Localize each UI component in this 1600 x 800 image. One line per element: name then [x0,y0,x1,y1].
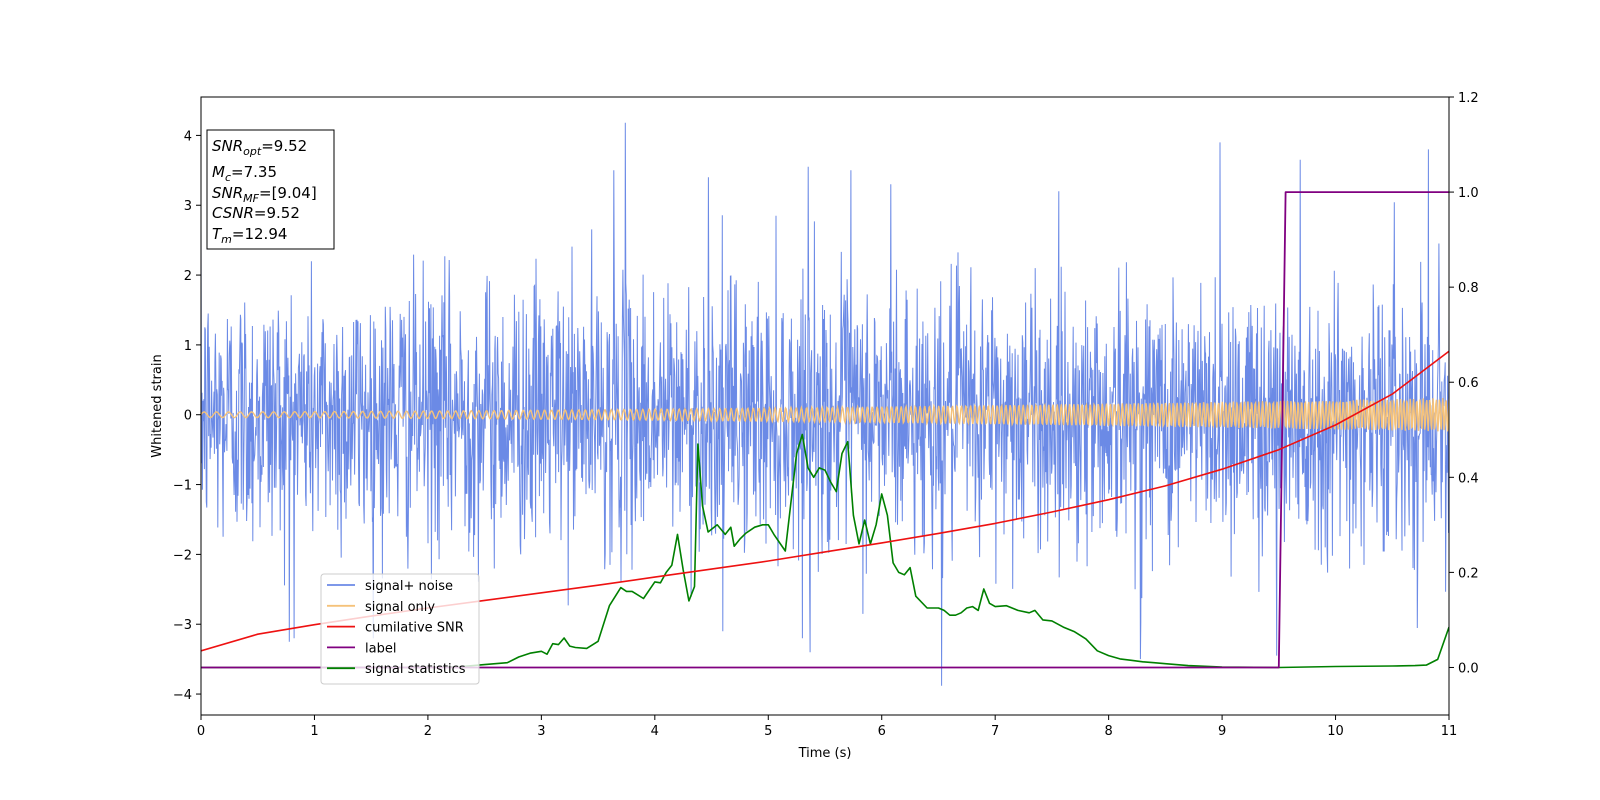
y-left-tick-label: 4 [184,129,192,144]
x-tick-label: 7 [991,724,999,739]
y-right-tick-label: 0.6 [1458,376,1479,391]
annotation-value: =[9.04] [259,184,317,202]
y-axis-right-ticks: 0.0 0.2 0.4 0.6 0.8 1.0 1.2 [1449,91,1479,676]
y-right-tick-label: 0.0 [1458,661,1479,676]
x-tick-label: 4 [651,724,659,739]
annotation-line: SNRMF=[9.04] [212,184,317,205]
series-signal-only-line [201,398,1449,432]
annotation-box-frame [206,129,335,250]
y-axis-left-ticks: −4 −3 −2 −1 0 1 2 3 4 [173,129,201,703]
x-tick-label: 0 [197,724,205,739]
x-tick-label: 9 [1218,724,1226,739]
legend-label: label [365,641,396,656]
x-axis-ticks: 0 1 2 3 4 5 6 7 8 9 10 11 [197,715,1457,739]
y-left-tick-label: 3 [184,199,192,214]
y-right-tick-label: 0.4 [1458,471,1479,486]
x-tick-label: 5 [764,724,772,739]
annotation-line: Tm=12.94 [212,225,287,246]
x-axis-label: Time (s) [798,746,852,761]
y-right-tick-label: 1.0 [1458,186,1479,201]
annotation-symbol: SNR [212,137,243,155]
x-tick-label: 11 [1441,724,1458,739]
x-tick-label: 8 [1104,724,1112,739]
annotation-value: =9.52 [254,204,300,222]
annotation-symbol: SNR [212,184,243,202]
legend-frame [320,573,480,685]
annotation-symbol: M [212,163,225,181]
annotation-subscript: opt [243,145,262,158]
series-signal-noise-line [201,122,1449,686]
annotation-symbol: T [212,225,223,243]
y-left-tick-label: 1 [184,339,192,354]
annotation-value: =12.94 [232,225,288,243]
y-left-tick-label: 2 [184,269,192,284]
stats-annotation-box: SNRopt=9.52Mc=7.35SNRMF=[9.04]CSNR=9.52T… [206,129,335,250]
legend: signal+ noise signal only cumilative SNR la… [320,573,480,685]
annotation-value: =7.35 [231,163,277,181]
annotation-line: Mc=7.35 [212,163,277,184]
y-left-tick-label: −3 [173,618,192,633]
y-left-tick-label: −2 [173,548,192,563]
legend-label: signal only [365,600,435,615]
series-label-line [201,191,1449,669]
annotation-line: CSNR=9.52 [212,204,300,222]
plot-frame [200,96,1450,716]
y-right-tick-label: 0.8 [1458,281,1479,296]
legend-label: cumilative SNR [365,621,464,636]
x-tick-label: 6 [878,724,886,739]
series-signal-statistics-line [201,433,1449,669]
y-left-tick-label: 0 [184,409,192,424]
x-tick-label: 2 [424,724,432,739]
y-left-tick-label: −1 [173,479,192,494]
y-right-tick-label: 1.2 [1458,91,1479,106]
annotation-subscript: c [225,171,231,184]
x-tick-label: 3 [537,724,545,739]
annotation-subscript: MF [243,192,259,205]
annotation-value: =9.52 [261,137,307,155]
annotation-symbol: CSNR [212,204,254,222]
legend-label: signal statistics [365,662,466,677]
x-tick-label: 10 [1327,724,1344,739]
y-axis-label: Whitened strain [150,354,165,457]
annotation-line: SNRopt=9.52 [212,137,307,158]
legend-label: signal+ noise [365,579,453,594]
x-tick-label: 1 [310,724,318,739]
y-left-tick-label: −4 [173,688,192,703]
y-right-tick-label: 0.2 [1458,566,1479,581]
annotation-subscript: m [221,233,232,246]
